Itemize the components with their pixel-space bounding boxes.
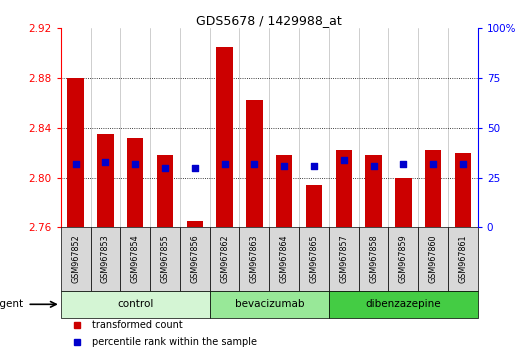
Bar <box>157 155 173 227</box>
FancyBboxPatch shape <box>448 227 478 291</box>
FancyBboxPatch shape <box>120 227 150 291</box>
Bar <box>97 134 114 227</box>
Text: GSM967859: GSM967859 <box>399 235 408 284</box>
Point <box>71 161 80 166</box>
Bar <box>365 155 382 227</box>
FancyBboxPatch shape <box>299 227 329 291</box>
Bar <box>68 78 84 227</box>
FancyBboxPatch shape <box>240 227 269 291</box>
Text: GSM967863: GSM967863 <box>250 235 259 283</box>
Bar <box>306 185 322 227</box>
Text: transformed count: transformed count <box>92 320 183 330</box>
Text: agent: agent <box>0 299 23 309</box>
Bar <box>395 178 411 227</box>
FancyBboxPatch shape <box>210 291 329 318</box>
Title: GDS5678 / 1429988_at: GDS5678 / 1429988_at <box>196 14 342 27</box>
Point <box>370 163 378 169</box>
FancyBboxPatch shape <box>210 227 240 291</box>
Text: GSM967865: GSM967865 <box>309 235 318 284</box>
Text: GSM967858: GSM967858 <box>369 235 378 284</box>
Point <box>459 161 467 166</box>
Point <box>101 159 110 165</box>
Text: control: control <box>117 299 154 309</box>
FancyBboxPatch shape <box>61 227 90 291</box>
Text: GSM967864: GSM967864 <box>280 235 289 283</box>
Point <box>429 161 437 166</box>
Bar <box>425 150 441 227</box>
Text: GSM967862: GSM967862 <box>220 235 229 284</box>
Text: GSM967854: GSM967854 <box>131 235 140 284</box>
Point <box>310 163 318 169</box>
FancyBboxPatch shape <box>359 227 389 291</box>
FancyBboxPatch shape <box>329 291 478 318</box>
Point <box>250 161 259 166</box>
Text: GSM967861: GSM967861 <box>458 235 467 283</box>
Text: GSM967852: GSM967852 <box>71 235 80 284</box>
Text: GSM967853: GSM967853 <box>101 235 110 284</box>
Bar <box>127 138 144 227</box>
FancyBboxPatch shape <box>329 227 359 291</box>
Point <box>191 165 199 171</box>
Bar <box>216 47 233 227</box>
Text: GSM967857: GSM967857 <box>340 235 348 284</box>
Text: percentile rank within the sample: percentile rank within the sample <box>92 337 257 347</box>
Bar <box>246 101 262 227</box>
FancyBboxPatch shape <box>269 227 299 291</box>
Point <box>161 165 169 171</box>
FancyBboxPatch shape <box>61 291 210 318</box>
FancyBboxPatch shape <box>150 227 180 291</box>
Bar <box>336 150 352 227</box>
Text: bevacizumab: bevacizumab <box>234 299 304 309</box>
Text: GSM967855: GSM967855 <box>161 235 169 284</box>
Bar <box>186 221 203 227</box>
Point <box>220 161 229 166</box>
FancyBboxPatch shape <box>389 227 418 291</box>
Point <box>399 161 408 166</box>
Point <box>280 163 288 169</box>
FancyBboxPatch shape <box>180 227 210 291</box>
Bar <box>455 153 471 227</box>
FancyBboxPatch shape <box>418 227 448 291</box>
Point <box>131 161 139 166</box>
Point <box>340 157 348 162</box>
Bar <box>276 155 293 227</box>
FancyBboxPatch shape <box>90 227 120 291</box>
Text: GSM967860: GSM967860 <box>429 235 438 283</box>
Text: dibenzazepine: dibenzazepine <box>365 299 441 309</box>
Text: GSM967856: GSM967856 <box>190 235 199 284</box>
